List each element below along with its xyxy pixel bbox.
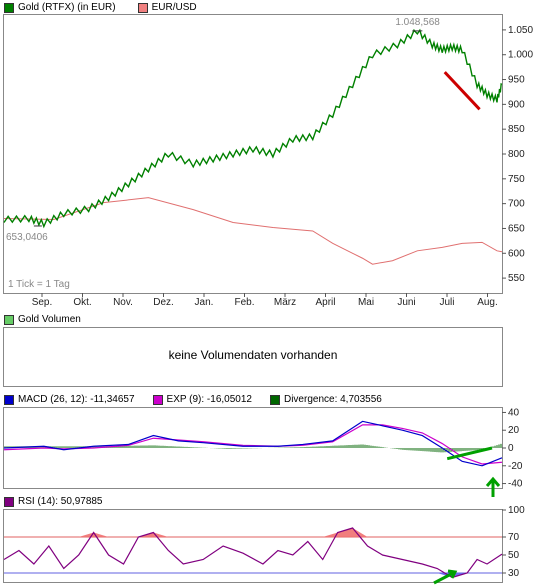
tick-note-label: 1 Tick = 1 Tag	[8, 279, 70, 290]
volume-legend-label: Gold Volumen	[18, 314, 81, 325]
price-legend: Gold (RTFX) (in EUR) EUR/USD	[4, 2, 197, 13]
rsi-y-tick-label: 30	[508, 568, 520, 579]
volume-plot-frame	[3, 327, 503, 387]
rsi-legend-swatch	[4, 496, 14, 507]
price-y-tick-label: 700	[508, 199, 525, 210]
volume-legend: Gold Volumen	[4, 314, 81, 325]
month-tick-label: März	[274, 297, 296, 308]
month-tick-label: Aug.	[477, 297, 498, 308]
eurusd-legend-label: EUR/USD	[151, 2, 197, 13]
macd-legend-swatch	[4, 394, 14, 405]
rsi-legend-label: RSI (14): 50,97885	[18, 496, 103, 507]
rsi-y-tick-label: 50	[508, 550, 520, 561]
price-plot-frame	[3, 14, 503, 294]
macd-y-tick-label: 40	[508, 407, 520, 418]
month-tick-label: Juni	[397, 297, 415, 308]
month-tick-label: April	[315, 297, 335, 308]
gold-legend-label: Gold (RTFX) (in EUR)	[18, 2, 116, 13]
macd-y-tick-label: -40	[508, 479, 523, 490]
price-y-tick-label: 950	[508, 75, 525, 86]
rsi-y-tick-label: 100	[508, 505, 525, 516]
month-tick-label: Sep.	[32, 297, 53, 308]
macd-legend-label: MACD (26, 12): -11,34657	[18, 394, 135, 405]
rsi-y-tick-label: 70	[508, 532, 520, 543]
green-arrow-right-icon	[433, 569, 458, 585]
no-volume-message: keine Volumendaten vorhanden	[168, 348, 338, 362]
price-y-tick-label: 1.050	[508, 25, 533, 36]
month-tick-label: Mai	[358, 297, 374, 308]
macd-y-tick-label: -20	[508, 461, 523, 472]
price-y-tick-label: 600	[508, 248, 525, 259]
price-y-tick-label: 850	[508, 124, 525, 135]
gold-legend-swatch	[4, 2, 14, 13]
price-y-tick-label: 1.000	[508, 50, 533, 61]
month-tick-label: Feb.	[234, 297, 254, 308]
rsi-overbought-fill	[4, 528, 502, 537]
red-trendline-annotation	[443, 71, 481, 111]
month-tick-label: Jan.	[195, 297, 214, 308]
price-y-tick-label: 650	[508, 223, 525, 234]
volume-legend-swatch	[4, 314, 14, 325]
price-y-tick-label: 900	[508, 99, 525, 110]
green-trendline-annotation	[446, 446, 493, 461]
green-arrow-up-icon	[485, 476, 501, 497]
divergence-legend-label: Divergence: 4,703556	[283, 394, 382, 405]
month-tick-label: Nov.	[113, 297, 133, 308]
macd-y-tick-label: 20	[508, 425, 520, 436]
exp-series-line	[3, 424, 503, 465]
rsi-plot-frame	[3, 509, 503, 583]
gold-series-line	[3, 28, 503, 229]
macd-series-line	[3, 420, 503, 467]
month-tick-label: Dez.	[153, 297, 174, 308]
macd-legend: MACD (26, 12): -11,34657 EXP (9): -16,05…	[4, 394, 382, 405]
eurusd-legend-swatch	[137, 2, 148, 13]
month-tick-label: Okt.	[73, 297, 91, 308]
price-y-tick-label: 550	[508, 273, 525, 284]
macd-y-tick-label: 0	[508, 443, 514, 454]
month-tick-label: Juli	[439, 297, 454, 308]
low-label: 653,0406	[6, 232, 48, 243]
divergence-legend-swatch	[269, 394, 280, 405]
exp-legend-label: EXP (9): -16,05012	[166, 394, 252, 405]
price-y-tick-label: 800	[508, 149, 525, 160]
rsi-legend: RSI (14): 50,97885	[4, 496, 103, 507]
rsi-series-line	[3, 527, 503, 579]
high-label: 1.048,568	[395, 17, 440, 28]
eurusd-series-line	[3, 197, 503, 265]
exp-legend-swatch	[152, 394, 163, 405]
price-y-tick-label: 750	[508, 174, 525, 185]
rsi-oversold-fill	[4, 573, 502, 578]
